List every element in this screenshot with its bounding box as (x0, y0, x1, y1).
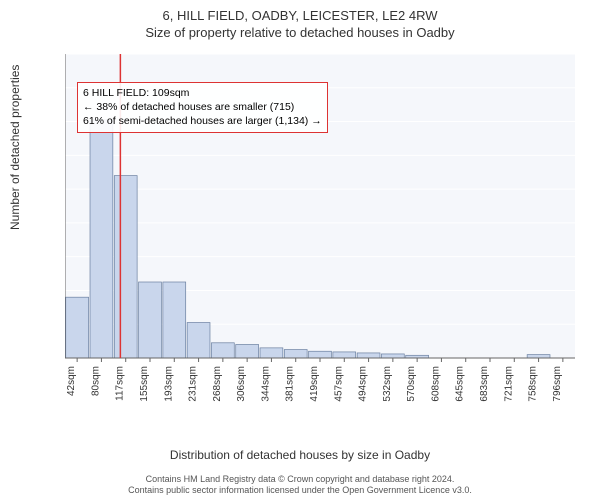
title-sub: Size of property relative to detached ho… (0, 23, 600, 40)
footer: Contains HM Land Registry data © Crown c… (0, 474, 600, 496)
svg-text:419sqm: 419sqm (309, 366, 320, 402)
svg-text:758sqm: 758sqm (528, 366, 539, 402)
svg-text:268sqm: 268sqm (212, 366, 223, 402)
svg-text:457sqm: 457sqm (333, 366, 344, 402)
title-main: 6, HILL FIELD, OADBY, LEICESTER, LE2 4RW (0, 0, 600, 23)
footer-line-2: Contains public sector information licen… (0, 485, 600, 496)
callout-box: 6 HILL FIELD: 109sqm ← 38% of detached h… (77, 82, 328, 133)
svg-text:381sqm: 381sqm (285, 366, 296, 402)
svg-text:306sqm: 306sqm (236, 366, 247, 402)
svg-text:796sqm: 796sqm (552, 366, 563, 402)
callout-line-2: ← 38% of detached houses are smaller (71… (83, 100, 322, 114)
svg-text:117sqm: 117sqm (115, 366, 126, 401)
svg-text:155sqm: 155sqm (139, 366, 150, 402)
svg-text:570sqm: 570sqm (406, 366, 417, 402)
svg-text:608sqm: 608sqm (430, 366, 441, 402)
svg-text:721sqm: 721sqm (503, 366, 514, 402)
chart-area: 010020030040050060070080090042sqm80sqm11… (65, 50, 575, 410)
y-axis-label: Number of detached properties (8, 65, 22, 230)
svg-text:80sqm: 80sqm (90, 366, 101, 396)
svg-text:532sqm: 532sqm (382, 366, 393, 402)
svg-text:494sqm: 494sqm (358, 366, 369, 402)
svg-text:193sqm: 193sqm (163, 366, 174, 402)
svg-text:344sqm: 344sqm (260, 366, 271, 402)
svg-text:683sqm: 683sqm (479, 366, 490, 402)
svg-text:42sqm: 42sqm (66, 366, 77, 396)
svg-text:645sqm: 645sqm (455, 366, 466, 402)
callout-line-1: 6 HILL FIELD: 109sqm (83, 86, 322, 100)
svg-text:231sqm: 231sqm (188, 366, 199, 402)
callout-line-3: 61% of semi-detached houses are larger (… (83, 114, 322, 128)
x-axis-label: Distribution of detached houses by size … (0, 448, 600, 462)
footer-line-1: Contains HM Land Registry data © Crown c… (0, 474, 600, 485)
